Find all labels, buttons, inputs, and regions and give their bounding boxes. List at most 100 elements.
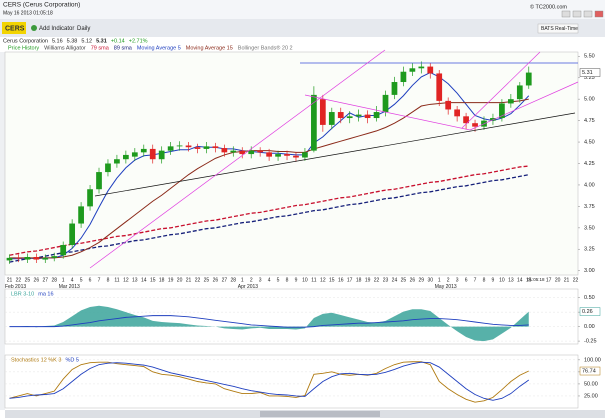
x-tick-label: 21 [7,277,13,283]
y-tick-label: 5.25 [584,75,595,81]
candle-body [284,154,290,156]
candle-body [167,146,174,151]
x-tick-label: 27 [222,277,228,283]
quote-high: 5.38 [67,38,78,44]
x-tick-label: 28 [51,277,57,283]
quote-change-pct: +2.71% [129,38,148,44]
trend-line [94,112,576,197]
candle-body [6,257,13,261]
button[interactable] [561,10,571,18]
x-tick-label: 23 [383,277,389,283]
candle-body [445,100,452,110]
quote-name: Cerus Corporation [3,38,48,44]
x-tick-label: 27 [43,277,49,283]
legend-entry: Price History [8,45,39,51]
x-tick-label: 26 [410,277,416,283]
x-tick-label: 15 [329,277,335,283]
candle-body [149,148,156,160]
month-label: May 2013 [435,284,457,290]
scroll-thumb[interactable] [260,411,380,417]
symbol[interactable]: CERS [5,25,25,32]
candle-body [472,123,478,127]
x-tick-label: 7 [474,277,477,283]
plots: 3.00 3.25 3.50 3.75 4.00 4.25 4.50 4.75 5.00 5.25… [4,51,601,409]
x-tick-label: 20 [177,277,183,283]
x-tick-label: 11 [114,277,119,283]
y-tick-label: 3.50 [584,225,595,231]
candle-body [525,72,532,86]
period[interactable]: Daily [77,26,90,32]
last-value: 76.74 [582,368,596,374]
button[interactable] [583,10,593,18]
legend-entry: Williams Alligator [44,45,86,51]
legend-entry: 89 sma [114,45,133,51]
y-tick-label: 100.00 [584,357,601,363]
candle-body [203,146,210,149]
button[interactable] [572,10,582,18]
oscillator-line [9,361,530,401]
x-tick-label: 3 [456,277,459,283]
candle-body [364,114,371,119]
y-tick-label: 5.50 [584,54,595,60]
symbol-box[interactable] [2,22,26,34]
x-tick-label: 6 [89,277,92,283]
candle-body [346,116,353,119]
channel-line [89,49,386,269]
toolbar [0,19,605,37]
channel-line [469,81,579,131]
x-tick-label: 26 [34,277,40,283]
candle-body [516,85,523,100]
x-tick-label: 8 [107,277,110,283]
x-tick-label: 11 [311,277,316,283]
side-tabs[interactable] [0,52,5,410]
candle-body [60,244,67,256]
y-tick-label: 3.00 [584,268,595,274]
candle-body [42,257,49,260]
x-tick-label: 15 [526,277,532,283]
candle-body [24,256,31,260]
quote-low: 5.12 [81,38,92,44]
candle-body [275,154,281,157]
x-tick-label: 10 [499,277,505,283]
indicator-line [9,174,529,263]
candle-body [319,99,326,125]
x-tick-label: 3 [259,277,262,283]
x-tick-label: 19 [168,277,174,283]
candle-body [490,118,496,121]
feed[interactable]: BATS Real-Time [541,26,578,32]
candle-body [230,150,237,153]
x-tick-label: 15 [150,277,156,283]
candle-body [328,112,335,125]
x-tick-label: 7 [98,277,101,283]
x-tick-label: 25 [25,277,31,283]
candle-body [69,223,76,245]
button[interactable] [594,10,604,18]
window-buttons[interactable] [561,10,604,18]
last-value-box [579,366,601,376]
candle-body [266,152,272,157]
quote-line: Cerus Corporation 5.16 5.38 5.12 5.31 +0.14 +2… [3,38,148,44]
feed-box[interactable] [537,23,579,34]
current-time: 01:05:18 [527,277,545,282]
x-tick-label: 5 [80,277,83,283]
x-tick-label: 22 [374,277,380,283]
y-tick-label: 5.00 [584,97,595,103]
add-indicator[interactable]: Add Indicator [39,26,74,32]
x-tick-label: 10 [302,277,308,283]
oscillator-line [9,361,529,403]
legend: Price History Williams Alligator 79 sma 89 … [8,44,293,51]
panel-frame [4,51,579,276]
x-tick-label: 13 [508,277,514,283]
oscillator-area [9,305,529,342]
x-tick-label: 18 [356,277,362,283]
candle-body [158,150,165,160]
last-value-box [579,307,601,316]
panel-legend: LBR 3-10 [11,291,34,297]
x-tick-label: 24 [392,277,398,283]
candle-body [507,99,514,104]
x-tick-label: 19 [365,277,371,283]
add-icon[interactable] [31,25,37,31]
x-tick-label: 17 [546,277,552,283]
channel-line [461,51,541,129]
candle-body [427,66,434,74]
